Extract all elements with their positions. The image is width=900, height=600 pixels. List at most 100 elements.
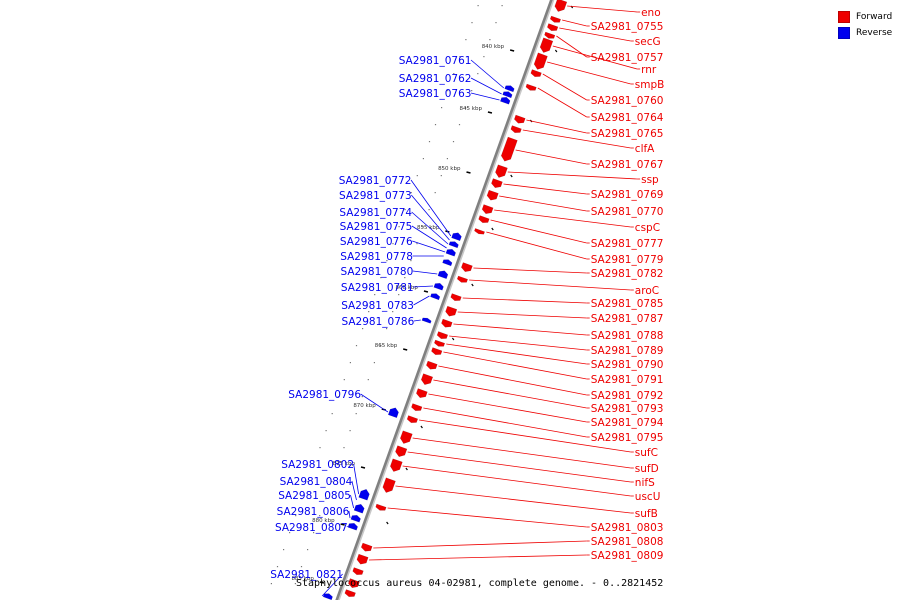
reverse-leader — [413, 285, 434, 288]
forward-leader — [462, 297, 587, 304]
tick-label: 845 kbp — [460, 106, 483, 112]
reverse-gene-label: SA2981_0780 — [341, 266, 414, 278]
forward-feature — [486, 189, 499, 201]
forward-gene-label: sufD — [635, 463, 659, 475]
reverse-gene-label: SA2981_0796 — [288, 389, 361, 401]
legend-label-reverse: Reverse — [856, 28, 893, 38]
reverse-feature — [421, 317, 432, 324]
forward-gene-label: SA2981_0757 — [591, 52, 664, 64]
forward-gene-label: ssp — [641, 174, 659, 186]
forward-feature — [549, 15, 561, 23]
reverse-gene-label: SA2981_0775 — [340, 221, 413, 233]
forward-leader — [446, 343, 587, 365]
reverse-feature — [442, 259, 453, 267]
tick-mark — [360, 466, 366, 469]
reverse-gene-label: SA2981_0776 — [340, 236, 413, 248]
forward-feature — [382, 477, 396, 493]
reverse-feature — [350, 514, 361, 523]
reverse-feature — [353, 503, 365, 514]
reverse-leader — [353, 463, 360, 495]
forward-leader — [369, 554, 587, 561]
reverse-feature — [387, 407, 399, 419]
reverse-leader — [470, 92, 500, 101]
forward-leader — [433, 379, 587, 409]
tick-mark — [509, 49, 515, 52]
forward-feature — [461, 262, 473, 273]
forward-feature — [390, 458, 403, 472]
forward-feature — [352, 567, 364, 576]
legend-item-reverse: Reverse — [838, 25, 892, 41]
reverse-gene-label: SA2981_0778 — [340, 251, 413, 263]
reverse-gene-label: SA2981_0807 — [275, 522, 348, 534]
tick-label: 880 kbp — [312, 518, 335, 524]
reverse-leader — [351, 480, 357, 501]
forward-gene-label: eno — [641, 7, 661, 19]
forward-gene-label: secG — [635, 36, 661, 48]
forward-leader — [494, 209, 631, 228]
reverse-leader — [348, 510, 351, 519]
forward-gene-label: SA2981_0788 — [591, 330, 664, 342]
forward-gene-label: sufC — [635, 447, 658, 459]
forward-feature — [533, 52, 548, 70]
forward-gene-label: SA2981_0791 — [591, 374, 664, 386]
forward-leader — [407, 451, 631, 483]
forward-swatch — [838, 11, 850, 23]
forward-leader — [562, 19, 587, 27]
reverse-feature — [504, 85, 515, 93]
forward-leader — [515, 149, 587, 165]
tick-label: 850 kbp — [438, 166, 461, 172]
forward-leader — [559, 27, 631, 42]
reverse-leader — [413, 319, 421, 322]
reverse-feature — [437, 270, 449, 280]
forward-feature — [450, 293, 462, 302]
forward-gene-label: SA2981_0794 — [591, 417, 664, 429]
forward-feature — [395, 445, 408, 457]
reverse-leader — [410, 194, 450, 241]
forward-feature — [416, 388, 428, 399]
forward-feature — [491, 178, 503, 189]
forward-gene-label: smpB — [635, 79, 665, 91]
forward-gene-label: SA2981_0779 — [591, 254, 664, 266]
reverse-feature — [451, 232, 462, 242]
forward-feature — [525, 83, 537, 91]
reverse-feature — [500, 96, 511, 105]
forward-leader — [419, 419, 631, 453]
tick-mark — [423, 290, 429, 293]
forward-leader — [373, 540, 587, 549]
reverse-feature — [322, 593, 333, 600]
forward-leader — [537, 87, 587, 118]
forward-leader — [438, 365, 587, 396]
forward-gene-label: SA2981_0787 — [591, 313, 664, 325]
forward-gene-label: SA2981_0782 — [591, 268, 664, 280]
forward-leader — [449, 335, 587, 351]
forward-feature — [445, 305, 458, 317]
forward-leader — [395, 485, 631, 514]
forward-feature — [420, 373, 434, 385]
forward-leader — [453, 323, 587, 336]
forward-gene-label: SA2981_0790 — [591, 359, 664, 371]
forward-gene-label: SA2981_0809 — [591, 550, 664, 562]
forward-feature — [406, 415, 419, 424]
forward-leader — [443, 351, 587, 380]
forward-gene-label: SA2981_0789 — [591, 345, 664, 357]
reverse-gene-label: SA2981_0773 — [339, 190, 412, 202]
reverse-feature — [502, 91, 513, 99]
forward-leader — [542, 73, 587, 101]
forward-gene-label: SA2981_0785 — [591, 298, 664, 310]
reverse-gene-label: SA2981_0821 — [270, 569, 343, 581]
tick-mark — [487, 111, 493, 114]
reverse-leader — [470, 59, 505, 89]
forward-feature — [436, 331, 449, 340]
forward-feature — [360, 542, 373, 552]
reverse-gene-label: SA2981_0783 — [341, 300, 414, 312]
forward-feature — [441, 318, 453, 328]
forward-gene-label: cspC — [635, 222, 660, 234]
forward-gene-label: SA2981_0803 — [591, 522, 664, 534]
forward-leader — [503, 183, 587, 195]
forward-leader — [402, 465, 631, 497]
forward-leader — [567, 5, 638, 13]
tick-label: 865 kbp — [375, 343, 398, 349]
forward-feature — [356, 553, 369, 565]
tick-label: 840 kbp — [482, 44, 505, 50]
